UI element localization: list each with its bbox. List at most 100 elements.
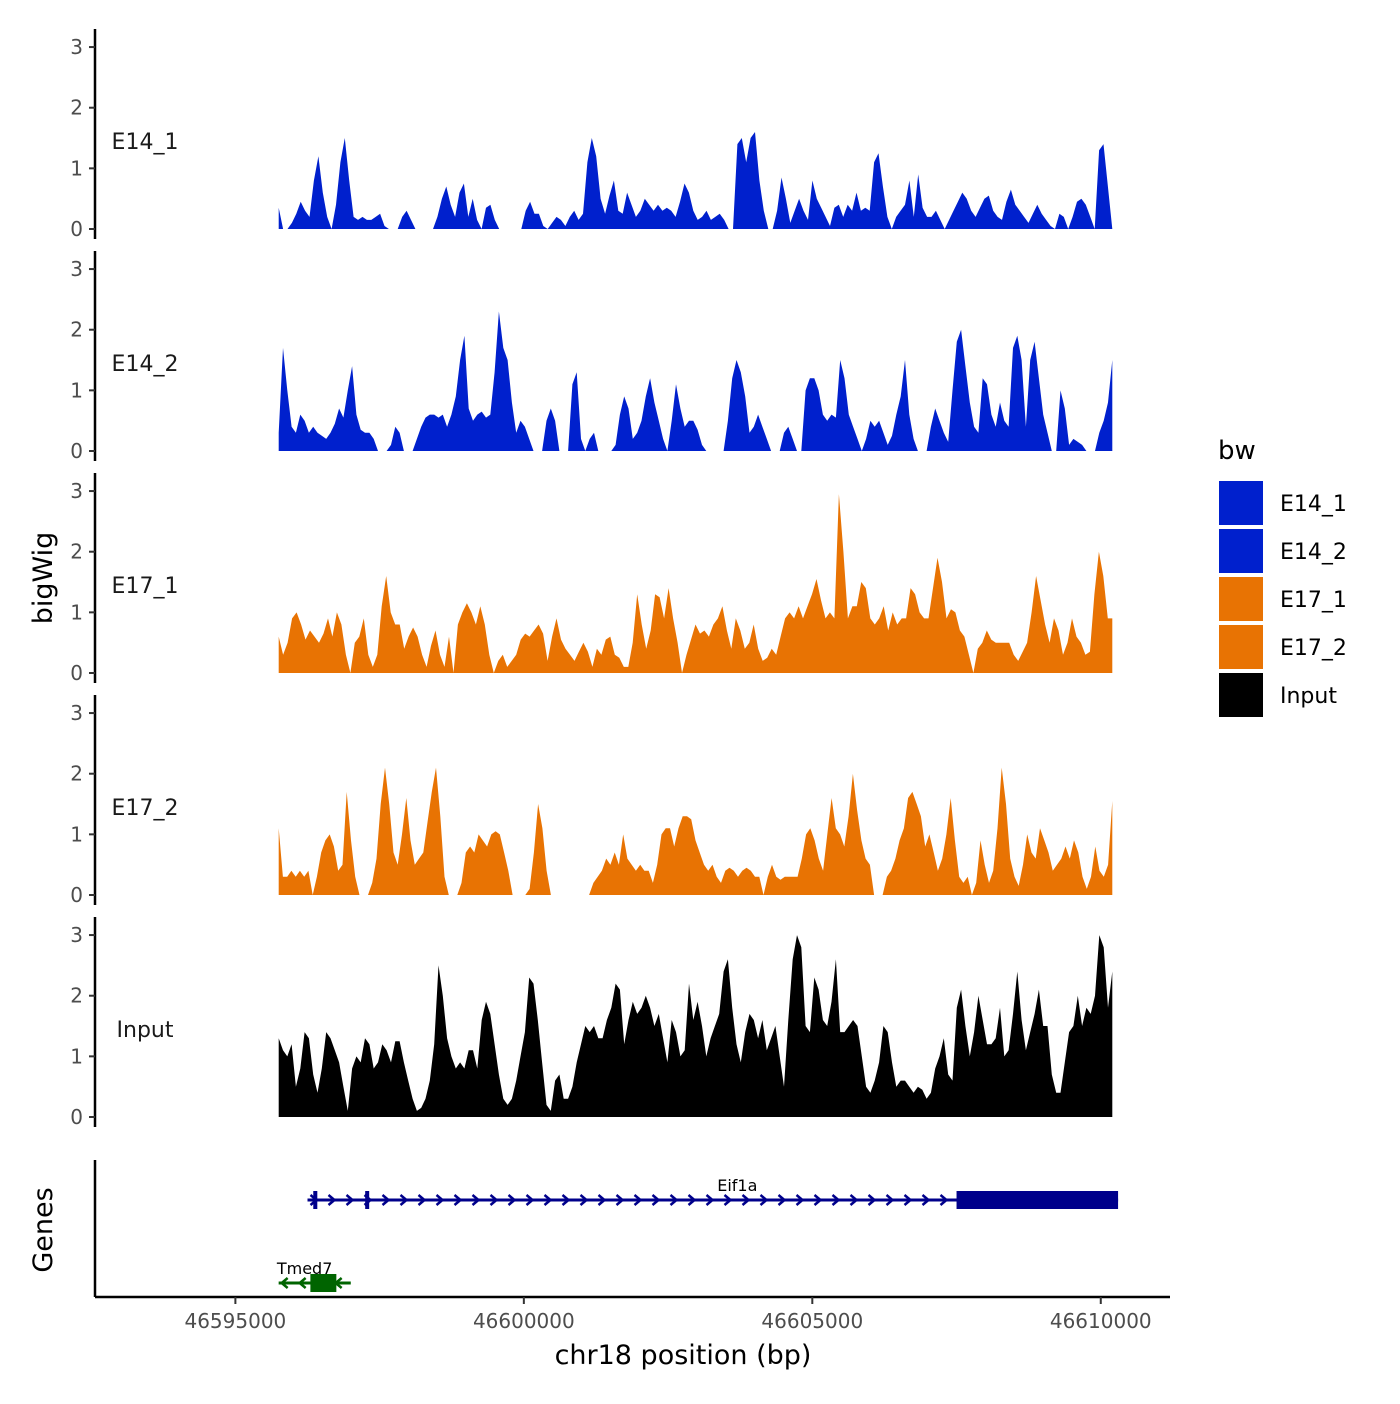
track-label: Input — [117, 1018, 174, 1043]
legend-swatch — [1219, 529, 1263, 573]
genes-axis-title: Genes — [28, 1187, 59, 1272]
track-label: E14_1 — [112, 130, 179, 155]
coverage-area-E14_1 — [278, 132, 1113, 229]
strand-chevron — [759, 1194, 769, 1206]
coverage-tracks: 0 1 2 3 E14_1 0 1 2 3 E14_2 0 1 2 3 E17_1 0 1 2 3 E17_2 0 1 2 3… — [70, 29, 1113, 1129]
y-tick-label: 3 — [70, 257, 83, 281]
y-tick-label: 0 — [70, 661, 83, 685]
strand-chevron — [453, 1194, 463, 1206]
y-tick-label: 3 — [70, 35, 83, 59]
legend-swatch — [1219, 577, 1263, 621]
track-E14_2: 0 1 2 3 E14_2 — [70, 251, 1113, 463]
legend-label: E17_1 — [1280, 588, 1347, 613]
strand-chevron — [579, 1194, 589, 1206]
strand-chevron — [561, 1194, 571, 1206]
y-tick-label: 2 — [70, 96, 83, 120]
strand-chevron — [615, 1194, 625, 1206]
x-tick-label: 46610000 — [1050, 1309, 1152, 1333]
track-E17_1: 0 1 2 3 E17_1 — [70, 473, 1113, 685]
legend: bw E14_1 E14_2 E17_1 E17_2 Input — [1218, 436, 1347, 717]
y-tick-label: 1 — [70, 600, 83, 624]
gene-exon — [310, 1274, 337, 1292]
legend-entry-E14_2: E14_2 — [1219, 529, 1347, 573]
y-tick-label: 0 — [70, 439, 83, 463]
strand-chevron — [687, 1194, 697, 1206]
gene-label: Eif1a — [717, 1176, 757, 1195]
x-tick-label: 46605000 — [761, 1309, 863, 1333]
legend-label: E14_2 — [1280, 540, 1347, 565]
legend-entry-E17_1: E17_1 — [1219, 577, 1347, 621]
x-tick-label: 46595000 — [184, 1309, 286, 1333]
strand-chevron — [297, 1277, 307, 1289]
legend-label: E17_2 — [1280, 636, 1347, 661]
y-tick-label: 2 — [70, 318, 83, 342]
coverage-area-E17_1 — [278, 494, 1113, 673]
strand-chevron — [741, 1194, 751, 1206]
y-tick-label: 2 — [70, 984, 83, 1008]
y-tick-label: 0 — [70, 1105, 83, 1129]
y-tick-label: 0 — [70, 217, 83, 241]
gene-exon — [313, 1191, 318, 1209]
strand-chevron — [921, 1194, 931, 1206]
strand-chevron — [633, 1194, 643, 1206]
track-label: E14_2 — [112, 352, 179, 377]
strand-chevron — [669, 1194, 679, 1206]
gene-Eif1a: Eif1a — [307, 1176, 1119, 1209]
strand-chevron — [813, 1194, 823, 1206]
track-Input: 0 1 2 3 Input — [70, 917, 1113, 1129]
legend-swatch — [1219, 625, 1263, 669]
y-tick-label: 0 — [70, 883, 83, 907]
strand-chevron — [507, 1194, 517, 1206]
track-E14_1: 0 1 2 3 E14_1 — [70, 29, 1113, 241]
strand-chevron — [795, 1194, 805, 1206]
strand-chevron — [381, 1194, 391, 1206]
strand-chevron — [777, 1194, 787, 1206]
y-tick-label: 3 — [70, 701, 83, 725]
gene-label: Tmed7 — [276, 1259, 333, 1278]
strand-chevron — [489, 1194, 499, 1206]
y-axis-title: bigWig — [28, 532, 59, 625]
legend-label: Input — [1280, 684, 1337, 709]
strand-chevron — [831, 1194, 841, 1206]
strand-chevron — [525, 1194, 535, 1206]
strand-chevron — [903, 1194, 913, 1206]
y-tick-label: 2 — [70, 540, 83, 564]
strand-chevron — [705, 1194, 715, 1206]
coverage-area-E14_2 — [278, 311, 1113, 451]
legend-swatch — [1219, 481, 1263, 525]
strand-chevron — [849, 1194, 859, 1206]
y-tick-label: 1 — [70, 156, 83, 180]
gene-annotation-track: Tmed7 Eif1a — [93, 1160, 1119, 1297]
gene-exon — [365, 1191, 370, 1209]
strand-chevron — [399, 1194, 409, 1206]
strand-chevron — [279, 1277, 289, 1289]
strand-chevron — [471, 1194, 481, 1206]
legend-swatch — [1219, 673, 1263, 717]
x-axis-title: chr18 position (bp) — [555, 1340, 812, 1371]
x-axis: 46595000 46600000 46605000 46610000 — [95, 1295, 1170, 1333]
strand-chevron — [867, 1194, 877, 1206]
y-tick-label: 3 — [70, 923, 83, 947]
y-tick-label: 3 — [70, 479, 83, 503]
strand-chevron — [345, 1194, 355, 1206]
strand-chevron — [885, 1194, 895, 1206]
coverage-area-E17_2 — [278, 767, 1113, 895]
track-label: E17_1 — [112, 574, 179, 599]
legend-label: E14_1 — [1280, 492, 1347, 517]
y-tick-label: 1 — [70, 822, 83, 846]
y-tick-label: 2 — [70, 762, 83, 786]
legend-entry-E14_1: E14_1 — [1219, 481, 1347, 525]
track-E17_2: 0 1 2 3 E17_2 — [70, 695, 1113, 907]
coverage-area-Input — [278, 935, 1113, 1117]
gene-exon — [956, 1191, 1119, 1209]
x-tick-label: 46600000 — [473, 1309, 575, 1333]
strand-chevron — [327, 1194, 337, 1206]
strand-chevron — [723, 1194, 733, 1206]
strand-chevron — [939, 1194, 949, 1206]
strand-chevron — [651, 1194, 661, 1206]
y-tick-label: 1 — [70, 378, 83, 402]
y-tick-label: 1 — [70, 1044, 83, 1068]
strand-chevron — [543, 1194, 553, 1206]
